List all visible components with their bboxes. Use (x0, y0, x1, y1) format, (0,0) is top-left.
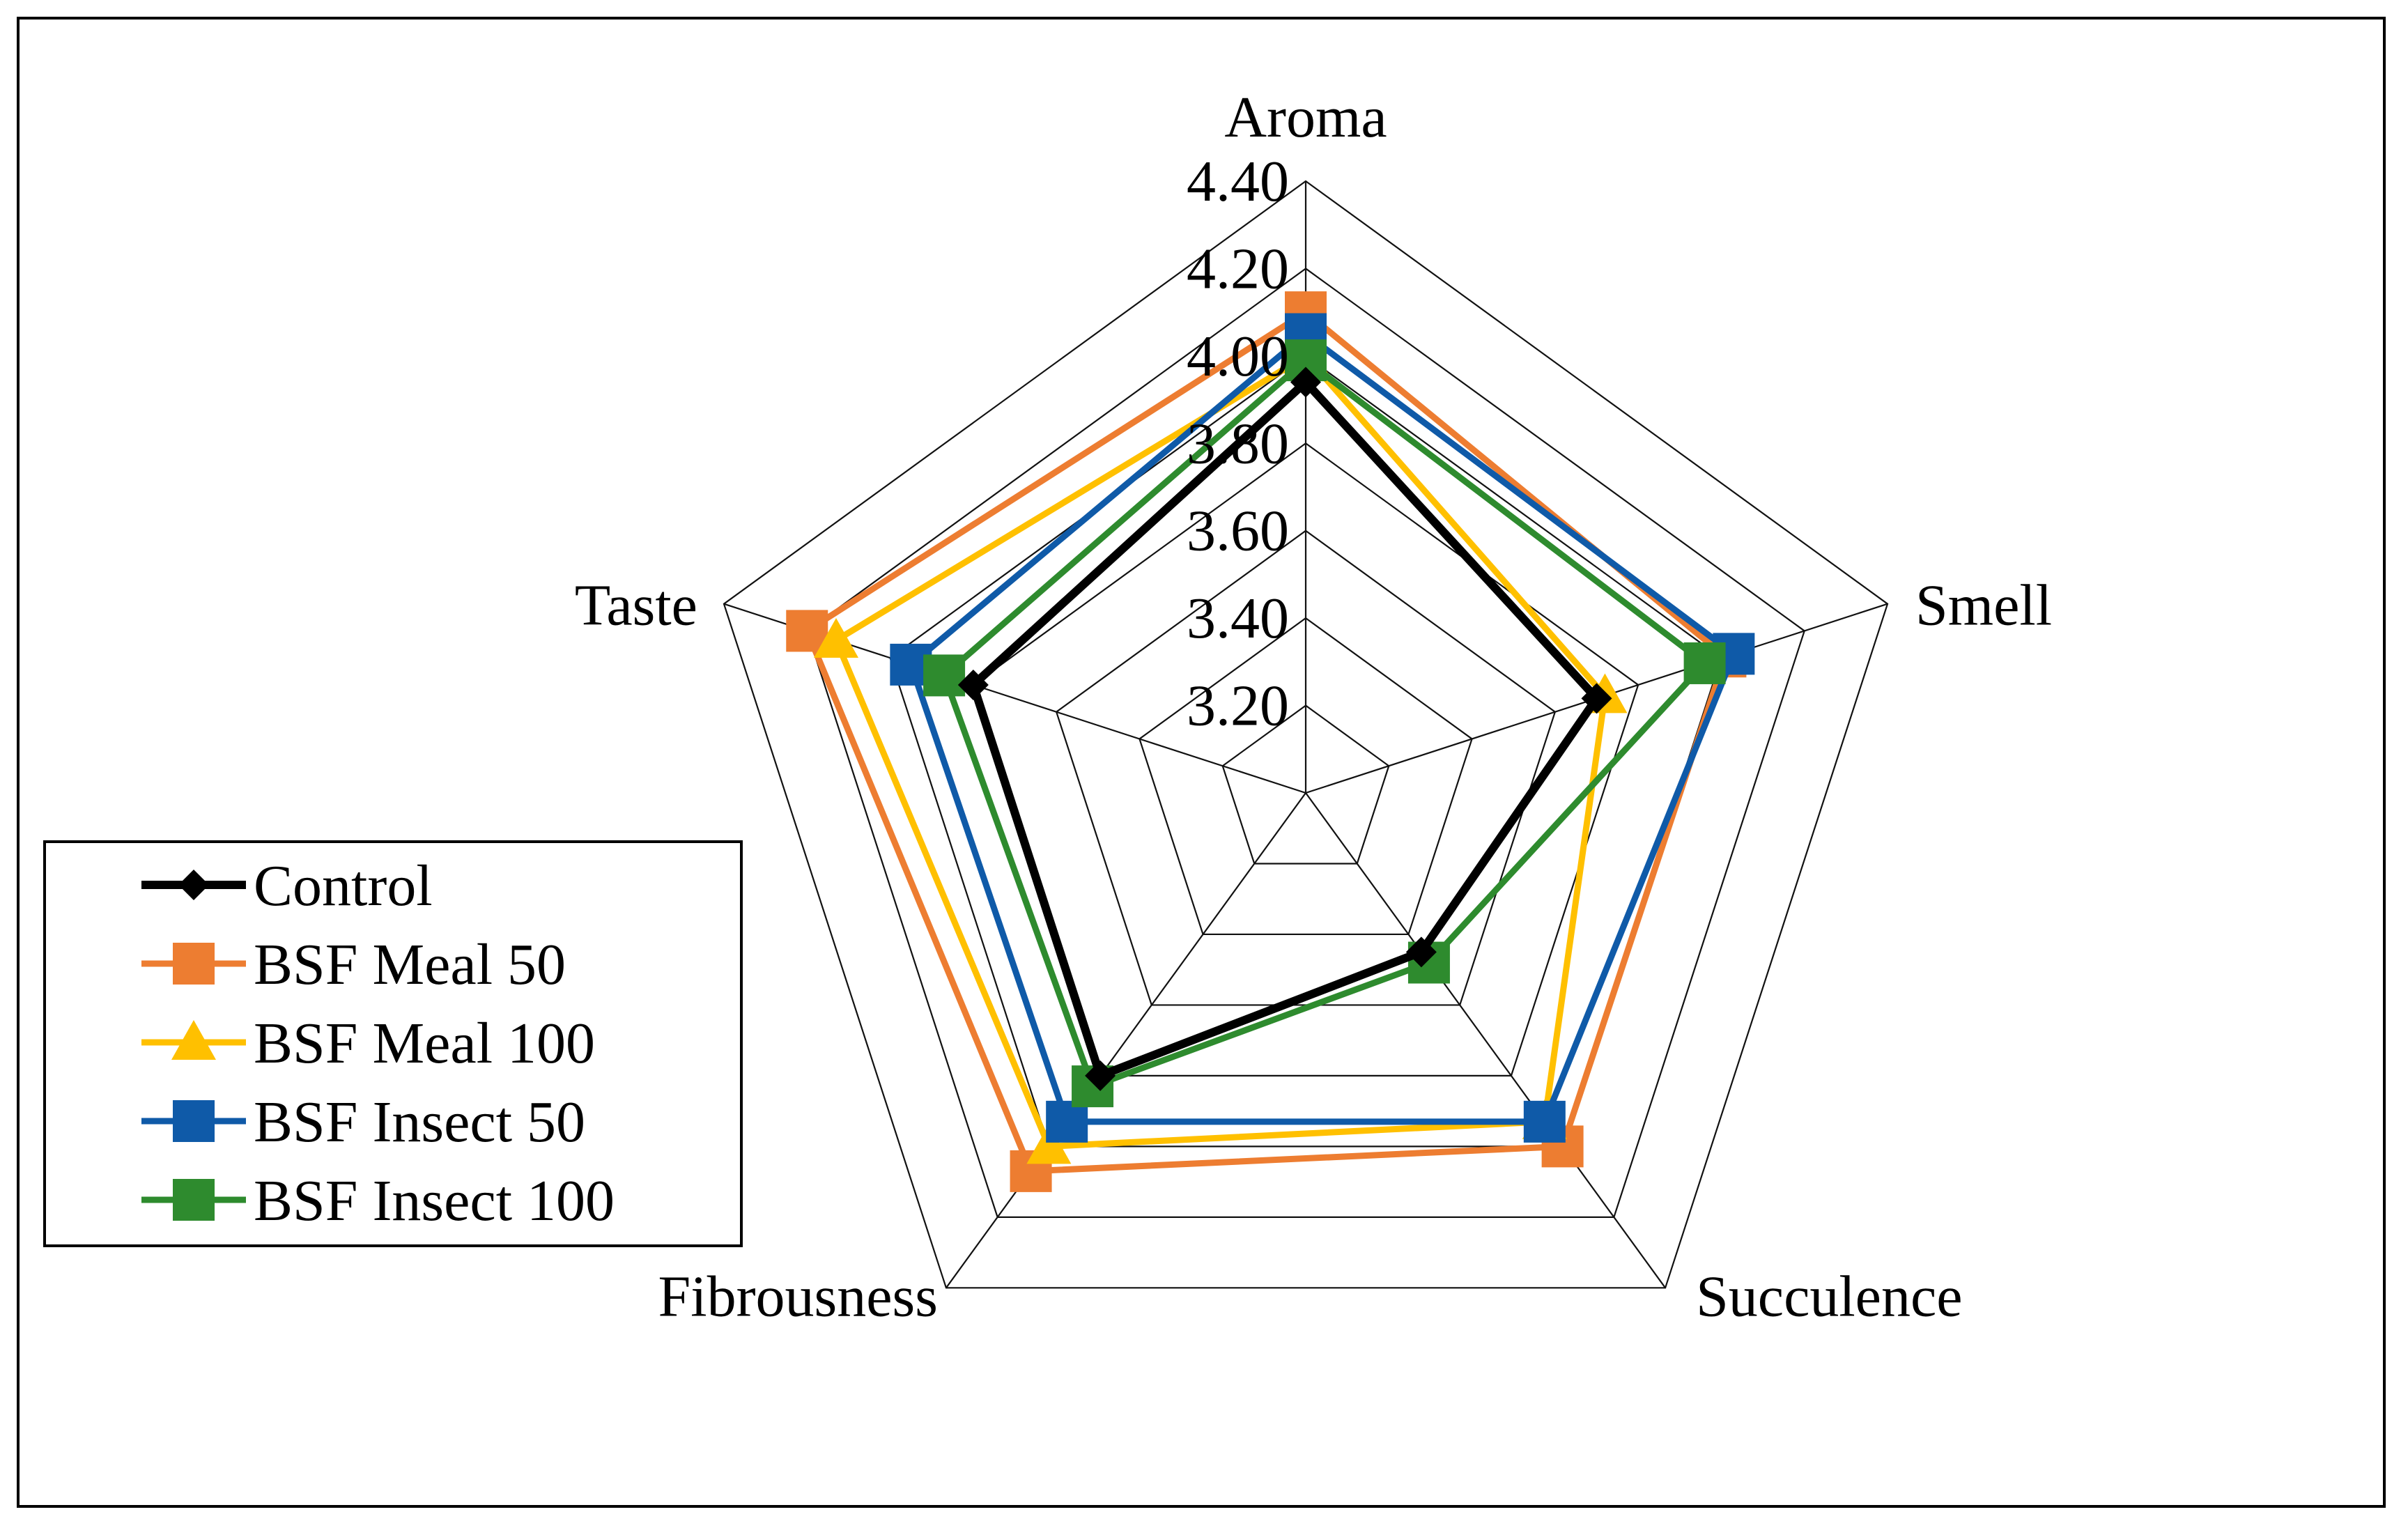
radar-axis-labels: Aroma Smell Succulence Fibrousness Taste (575, 85, 2052, 1329)
grid-ring-4 (889, 355, 1722, 1148)
point-bsf-meal-100-taste (814, 618, 859, 658)
point-control-aroma (1290, 366, 1321, 398)
grid-ring-3-2 (1221, 704, 1390, 865)
legend-entry-bsf-meal-50: BSF Meal 50 (141, 932, 566, 997)
legend-marker (173, 943, 215, 985)
grid-ring-3-8 (972, 442, 1639, 1076)
axis-label-aroma: Aroma (1224, 85, 1387, 150)
series-line-bsf-insect-50 (907, 330, 1738, 1125)
point-bsf-meal-50-taste (786, 610, 828, 652)
series-line-bsf-insect-100 (940, 356, 1710, 1090)
point-control-succulence (1405, 936, 1437, 968)
legend-marker (178, 870, 209, 900)
series-line-control (968, 376, 1603, 1081)
legend: Control BSF Meal 50 BSF Meal 100 BSF Insect… (43, 840, 743, 1247)
tick-label-3-20: 3.20 (1187, 674, 1289, 739)
legend-entry-bsf-meal-100: BSF Meal 100 (141, 1011, 595, 1076)
point-bsf-insect-100-smell (1683, 642, 1726, 684)
radar-chart: 3.20 3.40 3.60 3.80 4.00 4.20 4.40 Aroma Smell S… (43, 85, 2052, 1329)
radar-grid (723, 180, 1889, 1289)
point-bsf-insect-50-succulence (1523, 1100, 1566, 1143)
point-bsf-meal-100-fibrousness (1026, 1124, 1072, 1164)
axis-label-smell: Smell (1915, 573, 2052, 638)
chart-frame: 3.20 3.40 3.60 3.80 4.00 4.20 4.40 Aroma Smell S… (17, 17, 2386, 1508)
grid-ring-4-4 (723, 180, 1889, 1289)
spoke-succulence (1305, 792, 1666, 1288)
grid-ring-3-4 (1139, 617, 1473, 936)
tick-label-3-60: 3.60 (1187, 499, 1289, 564)
tick-label-4-20: 4.20 (1187, 236, 1289, 301)
spoke-fibrousness (946, 792, 1306, 1288)
grid-ring-4-2 (805, 268, 1806, 1218)
legend-label: BSF Meal 100 (254, 1011, 595, 1076)
series-line-bsf-meal-100 (832, 352, 1609, 1150)
tick-label-4-40: 4.40 (1187, 149, 1289, 214)
tick-label-3-80: 3.80 (1187, 411, 1289, 476)
point-control-taste (957, 669, 989, 700)
axis-label-fibrousness: Fibrousness (658, 1264, 938, 1329)
legend-entry-bsf-insect-50: BSF Insect 50 (141, 1090, 585, 1155)
series-control (957, 366, 1612, 1091)
point-bsf-insect-50-fibrousness (1046, 1100, 1088, 1143)
radar-tick-labels: 3.20 3.40 3.60 3.80 4.00 4.20 4.40 (1187, 149, 1289, 739)
legend-entry-bsf-insect-100: BSF Insect 100 (141, 1168, 615, 1233)
point-bsf-insect-100-taste (923, 654, 966, 697)
tick-label-3-40: 3.40 (1187, 586, 1289, 651)
legend-label: BSF Insect 50 (254, 1090, 585, 1155)
legend-label: BSF Meal 50 (254, 932, 566, 997)
axis-label-taste: Taste (575, 573, 697, 638)
legend-marker (173, 1179, 215, 1221)
legend-label: Control (254, 854, 433, 918)
axis-label-succulence: Succulence (1696, 1264, 1962, 1329)
legend-marker (171, 1020, 216, 1060)
radar-series (786, 291, 1755, 1192)
point-control-fibrousness (1085, 1060, 1116, 1091)
legend-label: BSF Insect 100 (254, 1168, 615, 1233)
legend-entry-control: Control (141, 854, 433, 918)
tick-label-4-00: 4.00 (1187, 324, 1289, 389)
point-control-smell (1581, 683, 1612, 714)
legend-marker (173, 1100, 215, 1142)
